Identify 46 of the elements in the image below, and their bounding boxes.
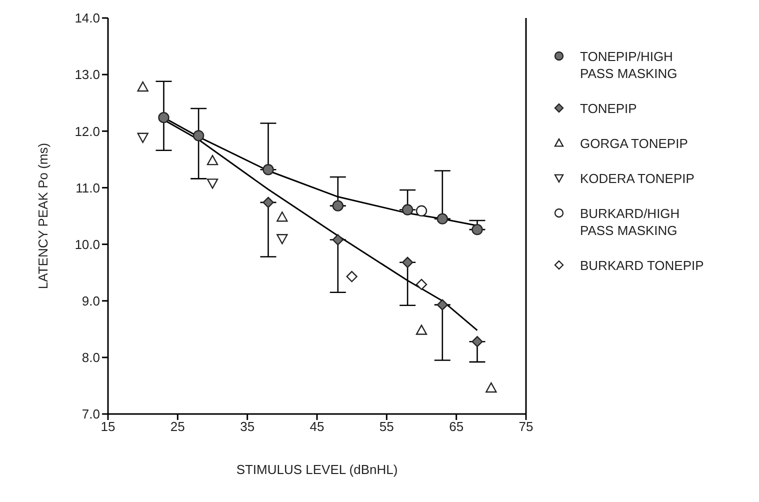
point bbox=[206, 154, 218, 166]
point bbox=[416, 205, 428, 217]
point bbox=[472, 224, 483, 236]
point bbox=[158, 112, 170, 124]
point bbox=[416, 278, 428, 290]
point bbox=[436, 213, 448, 224]
legend-label: BURKARD TONEPIP bbox=[580, 257, 705, 274]
y-tick-label: 12.0 bbox=[74, 124, 100, 139]
x-tick-label: 55 bbox=[379, 419, 394, 434]
point bbox=[416, 324, 428, 335]
x-tick-label: 65 bbox=[449, 419, 464, 434]
point bbox=[332, 200, 344, 212]
x-tick-label: 75 bbox=[518, 419, 534, 434]
point bbox=[206, 178, 218, 189]
legend-label: TONEPIP/HIGH PASS MASKING bbox=[580, 48, 678, 82]
y-tick-label: 14.0 bbox=[74, 10, 100, 26]
point bbox=[436, 299, 448, 310]
y-tick-label: 10.0 bbox=[74, 236, 100, 252]
point bbox=[276, 234, 288, 244]
point bbox=[346, 270, 358, 282]
legend-label: BURKARD/HIGH PASS MASKING bbox=[580, 205, 681, 239]
point bbox=[262, 164, 274, 176]
legend-label: KODERA TONEPIP bbox=[580, 170, 696, 187]
y-tick-label: 9.0 bbox=[82, 293, 100, 308]
point bbox=[332, 234, 344, 246]
point bbox=[276, 212, 288, 222]
point bbox=[137, 132, 148, 143]
x-tick-label: 45 bbox=[310, 419, 324, 434]
point bbox=[262, 196, 274, 208]
point bbox=[192, 130, 204, 142]
legend-label: GORGA TONEPIP bbox=[580, 135, 689, 152]
y-tick-label: 7.0 bbox=[82, 406, 100, 422]
point bbox=[402, 256, 414, 268]
x-tick-label: 35 bbox=[240, 419, 255, 434]
y-tick-label: 13.0 bbox=[74, 67, 100, 82]
point bbox=[402, 204, 414, 216]
y-axis-title: LATENCY PEAK Po (ms) bbox=[36, 142, 51, 290]
x-axis-title: STIMULUS LEVEL (dBnHL) bbox=[236, 462, 398, 477]
point bbox=[486, 382, 497, 393]
x-tick-label: 25 bbox=[170, 419, 185, 434]
point bbox=[472, 336, 483, 348]
x-tick-label: 15 bbox=[100, 419, 116, 434]
point bbox=[137, 81, 148, 92]
y-tick-label: 11.0 bbox=[76, 180, 100, 196]
legend-label: TONEPIP bbox=[580, 100, 638, 117]
y-tick-label: 8.0 bbox=[82, 350, 100, 366]
